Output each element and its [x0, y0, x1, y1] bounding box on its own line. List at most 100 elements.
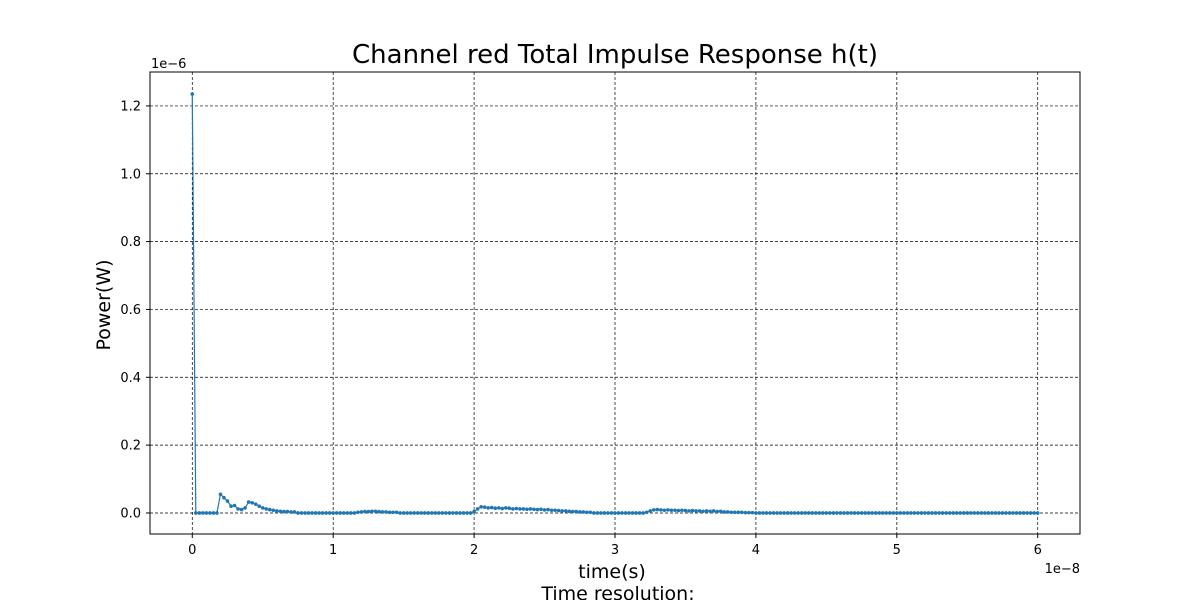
data-point: [687, 509, 691, 513]
data-point: [250, 500, 254, 505]
data-point: [1025, 511, 1029, 515]
data-point: [856, 511, 860, 515]
data-point: [303, 511, 307, 515]
data-point: [225, 499, 230, 503]
data-point: [940, 511, 945, 515]
data-point: [292, 510, 297, 514]
data-point: [296, 511, 300, 515]
data-point: [465, 511, 469, 515]
data-point: [394, 510, 399, 515]
data-point: [370, 509, 374, 514]
data-point: [842, 511, 846, 515]
data-point: [895, 511, 899, 515]
data-point: [349, 511, 353, 515]
data-point: [803, 511, 808, 515]
data-point: [782, 511, 786, 515]
x-tick-label: 0: [188, 543, 196, 558]
data-point: [1032, 511, 1036, 515]
data-point: [623, 511, 628, 515]
data-point: [972, 511, 977, 515]
y-tick-label: 0.8: [120, 235, 141, 250]
data-point: [366, 509, 371, 514]
y-axis-label: Power(W): [93, 259, 115, 350]
data-point: [387, 510, 392, 515]
data-point: [422, 511, 427, 515]
data-point: [997, 511, 1001, 515]
data-point: [588, 510, 593, 515]
data-point: [824, 511, 829, 515]
data-point: [208, 511, 212, 515]
data-point: [644, 510, 649, 515]
data-point: [754, 511, 758, 515]
data-point: [926, 511, 931, 515]
data-point: [637, 511, 642, 515]
data-point: [683, 508, 688, 513]
data-point: [680, 508, 684, 513]
y-tick-label: 0.6: [120, 303, 141, 318]
data-point: [359, 510, 364, 514]
data-point: [236, 507, 240, 511]
data-point: [969, 511, 973, 515]
data-point: [912, 511, 917, 515]
data-point: [408, 511, 413, 515]
data-point: [549, 508, 554, 513]
data-point: [1028, 511, 1033, 515]
data-point: [835, 511, 839, 515]
data-point: [380, 510, 385, 514]
data-point: [253, 502, 258, 506]
data-point: [246, 500, 251, 504]
y-tick-label: 0.0: [120, 506, 141, 521]
data-point: [944, 511, 948, 515]
data-point: [489, 505, 494, 510]
data-point: [828, 511, 832, 515]
data-point: [757, 511, 762, 515]
data-point: [500, 506, 505, 511]
data-point: [1000, 511, 1005, 515]
data-point: [278, 509, 283, 514]
data-point: [521, 507, 526, 511]
data-point: [976, 511, 980, 515]
data-point: [990, 511, 994, 515]
data-point: [891, 511, 896, 515]
data-point: [384, 510, 388, 514]
data-point: [613, 511, 617, 515]
data-point: [732, 510, 737, 515]
data-point: [599, 511, 603, 515]
data-point: [916, 511, 920, 515]
data-point: [747, 510, 751, 515]
data-point: [659, 508, 663, 512]
data-point: [866, 511, 871, 515]
data-point: [334, 511, 339, 515]
data-point: [792, 511, 797, 515]
data-point: [451, 511, 455, 515]
x-tick-label: 1: [329, 543, 337, 558]
x-tick-label: 6: [1034, 543, 1042, 558]
data-point: [229, 504, 233, 508]
x-offset-text: 1e−8: [1045, 562, 1080, 577]
data-point: [440, 511, 445, 515]
data-point: [750, 510, 755, 515]
data-point: [570, 509, 575, 514]
y-tick-label: 1.0: [120, 167, 141, 182]
data-point: [356, 510, 360, 515]
data-point: [257, 504, 262, 508]
data-point: [951, 511, 955, 515]
data-point: [838, 511, 843, 515]
data-point: [542, 508, 547, 512]
data-point: [415, 511, 420, 515]
data-point: [398, 511, 402, 515]
data-point: [496, 506, 501, 510]
data-point: [468, 511, 473, 515]
data-point: [1018, 511, 1022, 515]
data-point: [965, 511, 970, 515]
data-point: [799, 511, 804, 515]
data-point: [338, 511, 343, 515]
data-point: [518, 507, 522, 511]
data-point: [831, 511, 836, 515]
data-point: [215, 511, 219, 515]
data-point: [426, 511, 431, 515]
data-point: [983, 511, 987, 515]
data-point: [391, 510, 395, 515]
data-point: [401, 511, 406, 515]
data-point: [373, 509, 378, 514]
